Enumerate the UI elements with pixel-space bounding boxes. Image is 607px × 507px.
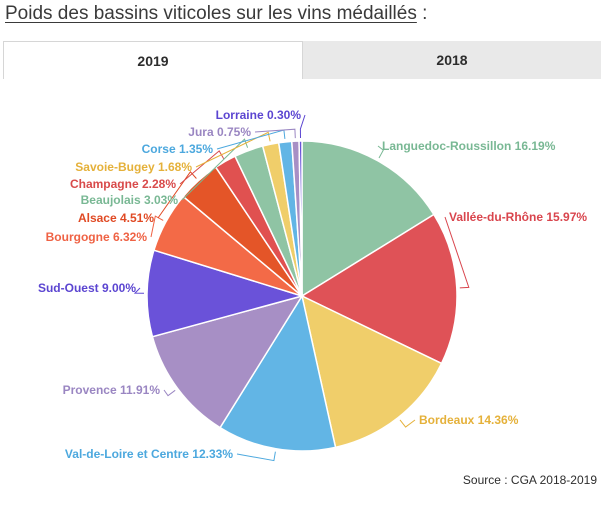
- leader-line: [195, 131, 271, 168]
- pie-slice-sud-ouest[interactable]: [146, 249, 305, 338]
- slice-label: Vallée-du-Rhône 15.97%: [449, 210, 587, 224]
- leader-line: [157, 170, 197, 219]
- leader-line: [377, 145, 384, 159]
- slice-label: Bordeaux 14.36%: [419, 413, 519, 427]
- page-title-text: Poids des bassins viticoles sur les vins…: [5, 3, 417, 24]
- pie-slice-provence[interactable]: [151, 294, 304, 429]
- slice-label: Corse 1.35%: [142, 142, 214, 156]
- pie-slice-bordeaux[interactable]: [300, 294, 443, 449]
- leader-line: [181, 138, 249, 201]
- leader-line: [254, 128, 296, 139]
- year-tabs: 2019 2018: [3, 41, 601, 79]
- slice-label: Lorraine 0.30%: [216, 108, 302, 122]
- slice-label: Alsace 4.51%: [78, 211, 154, 225]
- slice-label: Provence 11.91%: [63, 383, 161, 397]
- leader-line: [163, 389, 176, 397]
- leader-line: [133, 287, 145, 294]
- pie-slice-languedoc-roussillon[interactable]: [301, 140, 435, 298]
- pie-slice-lorraine[interactable]: [298, 140, 303, 297]
- slice-label: Champagne 2.28%: [70, 177, 176, 191]
- pie-slice-vall-e-du-rh-ne[interactable]: [300, 213, 458, 365]
- leader-line: [399, 419, 416, 428]
- leader-line: [150, 215, 164, 238]
- slice-label: Savoie-Bugey 1.68%: [75, 160, 192, 174]
- pie-slices: [146, 140, 458, 452]
- leader-line: [236, 451, 276, 462]
- slice-label: Jura 0.75%: [188, 125, 251, 139]
- slice-label: Bourgogne 6.32%: [46, 230, 148, 244]
- label-leader-lines: [133, 114, 470, 462]
- slice-label: Sud-Ouest 9.00%: [38, 281, 136, 295]
- slice-label: Beaujolais 3.03%: [81, 193, 179, 207]
- leader-line: [179, 150, 225, 185]
- leader-line: [299, 114, 306, 139]
- leader-line: [444, 216, 470, 289]
- source-note: Source : CGA 2018-2019: [462, 473, 597, 487]
- pie-slice-val-de-loire-et-centre[interactable]: [219, 294, 337, 452]
- slice-label: Val-de-Loire et Centre 12.33%: [65, 447, 233, 461]
- tab-2019[interactable]: 2019: [3, 41, 303, 79]
- slice-labels: Languedoc-Roussillon 16.19% Vallée-du-Rhô…: [38, 108, 587, 461]
- page-title: Poids des bassins viticoles sur les vins…: [5, 3, 427, 25]
- page-title-suffix: :: [416, 3, 428, 24]
- slice-label: Languedoc-Roussillon 16.19%: [382, 139, 556, 153]
- tab-2018[interactable]: 2018: [303, 41, 601, 79]
